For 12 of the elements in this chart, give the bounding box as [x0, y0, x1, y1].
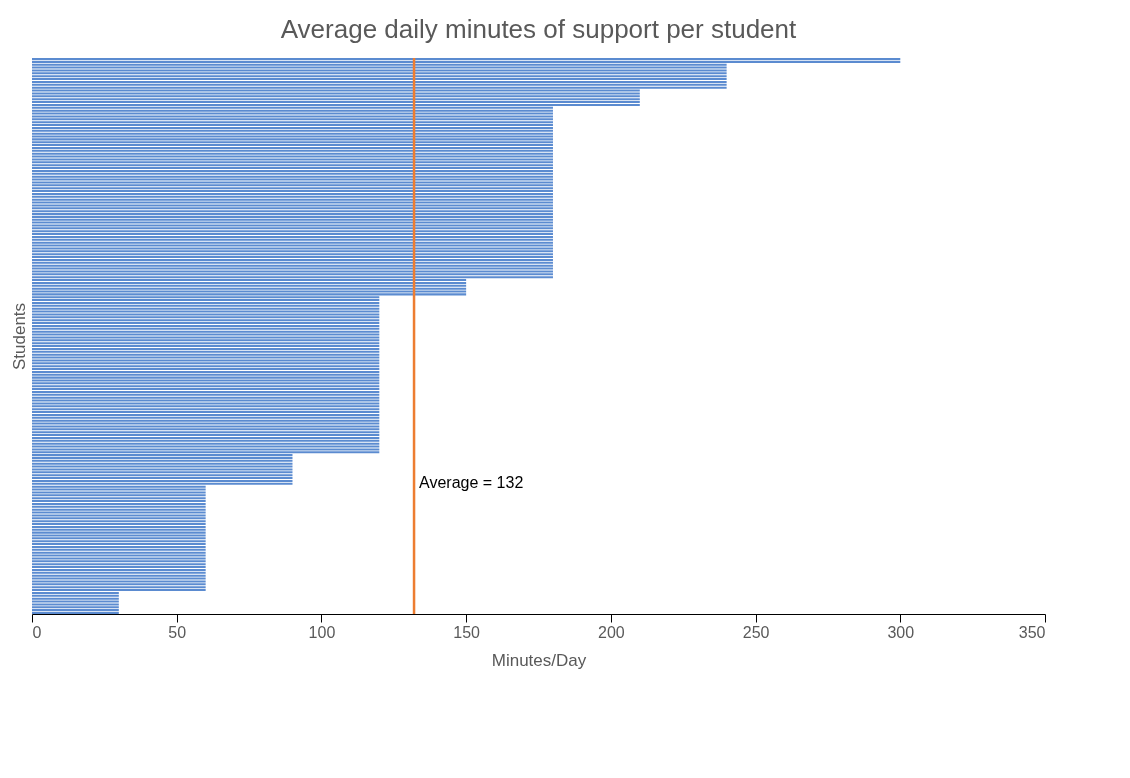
x-tick-label: 300	[887, 623, 915, 641]
x-tick-label: 350	[1018, 623, 1046, 641]
chart-title: Average daily minutes of support per student	[280, 13, 798, 44]
x-axis-title: Minutes/Day	[491, 650, 587, 670]
x-tick-label: 100	[308, 623, 336, 641]
x-tick-label: 0	[32, 623, 42, 641]
ref-line-label: Average = 132	[419, 474, 524, 492]
x-tick-label: 50	[168, 623, 187, 641]
x-tick-label: 150	[453, 623, 481, 641]
x-tick-label: 250	[742, 623, 770, 641]
x-tick-label: 200	[598, 623, 625, 641]
y-axis-title: Students	[9, 302, 29, 371]
